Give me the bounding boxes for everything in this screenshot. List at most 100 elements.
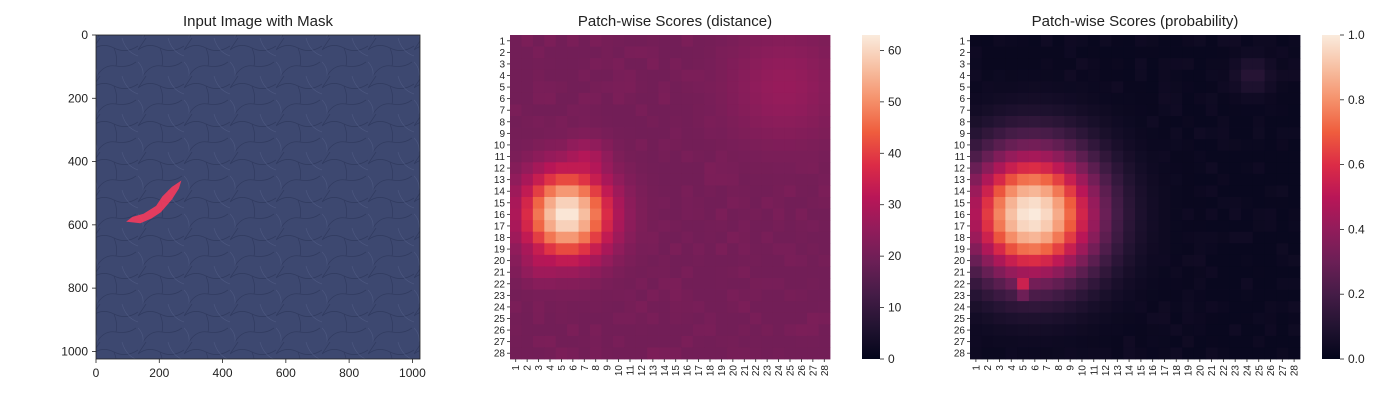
heatmap-cell [1017,243,1030,256]
heatmap-x-tick-label: 25 [1254,365,1265,377]
heatmap-cell [1040,35,1053,47]
heatmap-cell [970,324,983,337]
heatmap-cell [544,289,557,302]
heatmap-cell [1146,289,1159,302]
heatmap-cell [1111,324,1124,337]
heatmap-cell [555,162,568,175]
heatmap-cell [1264,197,1277,209]
heatmap-cell [807,266,819,279]
heatmap-y-tick-label: 6 [959,94,965,105]
heatmap-cell [1146,69,1159,82]
heatmap-cell [1276,266,1289,279]
heatmap-cell [1040,139,1053,152]
heatmap-cell [1288,185,1301,198]
heatmap-cell [681,173,694,186]
heatmap-cell [1252,58,1266,71]
heatmap-cell [1099,266,1112,279]
heatmap-cell [521,58,534,71]
heatmap-cell [1040,127,1053,140]
heatmap-cell [681,254,694,267]
image-x-tick-label: 200 [149,366,169,380]
heatmap-cell [795,231,808,244]
heatmap-cell [692,335,705,348]
heatmap-cell [704,266,717,279]
heatmap-cell [1288,139,1301,152]
heatmap-cell [727,324,739,337]
heatmap-cell [1276,104,1289,117]
heatmap-cell [578,243,591,256]
heatmap-cell [612,312,625,325]
heatmap-cell [981,301,994,314]
heatmap-cell [1052,127,1065,140]
heatmap-cell [1241,116,1254,128]
heatmap-cell [1264,208,1277,221]
heatmap-cell [510,185,522,198]
heatmap-x-tick-label: 13 [648,365,659,377]
heatmap-cell [658,289,671,302]
heatmap-cell [612,278,625,290]
heatmap-cell [612,185,625,198]
heatmap-cell [1005,197,1018,209]
heatmap-cell [1005,127,1018,140]
heatmap-cell [1276,58,1289,71]
heatmap-cell [1252,162,1266,175]
heatmap-cell [1052,35,1065,47]
heatmap-cell [1087,104,1101,117]
heatmap-cell [555,185,568,198]
heatmap-cell [727,278,739,290]
heatmap-cell [772,301,785,314]
heatmap-cell [1158,347,1171,360]
heatmap-cell [1217,220,1230,233]
heatmap-cell [1252,243,1266,256]
heatmap-cell [727,335,739,348]
heatmap-cell [727,35,739,47]
heatmap-cell [795,58,808,71]
heatmap-cell [738,231,751,244]
heatmap-cell [795,266,808,279]
heatmap-cell [1205,58,1218,71]
heatmap-cell [1252,347,1266,360]
heatmap-x-tick-label: 16 [1148,365,1159,377]
heatmap-cell [818,150,831,163]
heatmap-cell [521,324,534,337]
heatmap-cell [715,243,728,256]
heatmap-cell [532,220,545,233]
heatmap-cell [658,243,671,256]
heatmap-cell [590,312,602,325]
heatmap-cell [692,243,705,256]
heatmap-cell [692,208,705,221]
heatmap-cell [681,58,694,71]
heatmap-cell [1205,185,1218,198]
heatmap-cell [727,266,739,279]
heatmap-cell [1017,81,1030,94]
heatmap-cell [1276,324,1289,337]
heatmap-cell [1064,289,1077,302]
heatmap-cell [807,301,819,314]
leather-texture [96,35,420,359]
heatmap-cell [1217,139,1230,152]
heatmap-cell [590,139,602,152]
heatmap-cell [1205,104,1218,117]
heatmap-cell [601,324,614,337]
heatmap-cell [1241,162,1254,175]
heatmap-cell [795,116,808,128]
heatmap-cell [1217,312,1230,325]
heatmap-cell [1276,35,1289,47]
colorbar-tick-label: 60 [888,43,902,57]
heatmap-cell [612,197,625,209]
heatmap-cell [1064,58,1077,71]
heatmap-cell [750,347,762,360]
heatmap-cell [1123,278,1136,290]
heatmap-cell [1017,335,1030,348]
heatmap-cell [727,162,739,175]
heatmap-cell [1017,347,1030,360]
heatmap-cell [692,46,705,59]
heatmap-cell [692,173,705,186]
distance-heatmap-title: Patch-wise Scores (distance) [578,13,772,30]
heatmap-cell [578,254,591,267]
heatmap-cell [1288,220,1301,233]
heatmap-cell [1276,162,1289,175]
heatmap-cell [647,324,659,337]
heatmap-x-tick-label: 22 [751,365,762,377]
heatmap-cell [1005,104,1018,117]
